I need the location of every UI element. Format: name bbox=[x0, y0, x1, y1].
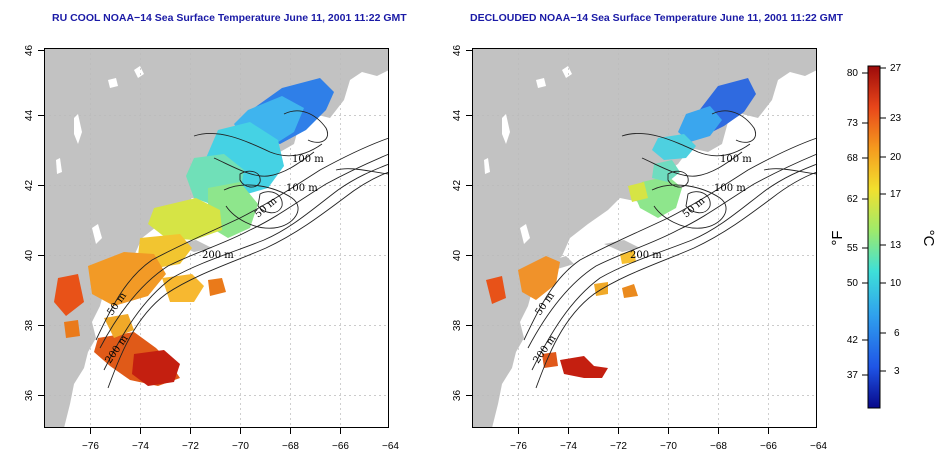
right-y-tick-label: 46 bbox=[452, 45, 463, 57]
right-y-tick-label: 42 bbox=[452, 180, 463, 192]
right-x-tick-label: −74 bbox=[560, 441, 577, 452]
fahrenheit-tick: 73 bbox=[847, 118, 859, 129]
right-map-title: DECLOUDED NOAA−14 Sea Surface Temperatur… bbox=[470, 12, 843, 24]
left-x-tick-label: −76 bbox=[82, 441, 99, 452]
colorbar-gradient bbox=[867, 65, 881, 409]
fahrenheit-scale: 80 73 68 62 55 50 42 37 °F bbox=[829, 68, 858, 381]
left-x-tick-label: −64 bbox=[382, 441, 399, 452]
right-x-axis: −76 −74 −72 −70 −68 −66 −64 bbox=[510, 441, 827, 452]
temperature-colorbar: 80 73 68 62 55 50 42 37 °F 27 23 20 17 1… bbox=[829, 63, 937, 409]
left-y-tick-label: 40 bbox=[24, 250, 35, 262]
celsius-tick: 20 bbox=[890, 152, 902, 163]
celsius-tick: 17 bbox=[890, 189, 902, 200]
right-x-tick-label: −66 bbox=[760, 441, 777, 452]
fahrenheit-tick: 50 bbox=[847, 278, 859, 289]
left-contour-label-4: 200 m bbox=[202, 250, 234, 261]
celsius-tick: 13 bbox=[890, 240, 902, 251]
left-x-axis: −76 −74 −72 −70 −68 −66 −64 bbox=[82, 441, 399, 452]
fahrenheit-tick: 80 bbox=[847, 68, 859, 79]
fahrenheit-tick: 37 bbox=[847, 370, 859, 381]
left-y-tick-label: 46 bbox=[24, 45, 35, 57]
right-map-panel: 100 m 100 m 50 m 200 m 50 m 200 m −76 −7… bbox=[452, 45, 827, 452]
right-contour-label-2: 100 m bbox=[714, 183, 746, 194]
fahrenheit-label: °F bbox=[829, 230, 846, 245]
right-contour-label-4: 200 m bbox=[630, 250, 662, 261]
left-x-tick-label: −66 bbox=[332, 441, 349, 452]
left-y-axis: 46 44 42 40 38 36 bbox=[24, 45, 35, 402]
left-y-tick-label: 42 bbox=[24, 180, 35, 192]
left-x-tick-label: −68 bbox=[282, 441, 299, 452]
celsius-tick: 3 bbox=[894, 366, 900, 377]
celsius-tick: 10 bbox=[890, 278, 902, 289]
fahrenheit-tick: 62 bbox=[847, 194, 859, 205]
celsius-tick: 27 bbox=[890, 63, 902, 74]
right-x-tick-label: −64 bbox=[810, 441, 827, 452]
left-contour-label-1: 100 m bbox=[292, 154, 324, 165]
fahrenheit-tick: 42 bbox=[847, 335, 859, 346]
celsius-scale: 27 23 20 17 13 10 6 3 °C bbox=[890, 63, 937, 377]
celsius-tick: 6 bbox=[894, 328, 900, 339]
celsius-label: °C bbox=[920, 230, 937, 247]
left-x-tick-label: −74 bbox=[132, 441, 149, 452]
right-y-tick-label: 38 bbox=[452, 320, 463, 332]
left-map-title: RU COOL NOAA−14 Sea Surface Temperature … bbox=[52, 12, 407, 24]
left-x-tick-label: −70 bbox=[232, 441, 249, 452]
right-x-tick-label: −68 bbox=[710, 441, 727, 452]
celsius-tick: 23 bbox=[890, 113, 902, 124]
right-plot-frame bbox=[472, 48, 817, 428]
left-contour-label-2: 100 m bbox=[286, 183, 318, 194]
left-plot-frame bbox=[44, 48, 389, 428]
right-x-tick-label: −72 bbox=[610, 441, 627, 452]
left-y-tick-label: 44 bbox=[24, 110, 35, 122]
fahrenheit-tick: 55 bbox=[847, 243, 859, 254]
left-x-tick-label: −72 bbox=[182, 441, 199, 452]
right-y-tick-label: 36 bbox=[452, 390, 463, 402]
left-map-panel: 100 m 100 m 50 m 200 m 50 m 200 m −76 −7… bbox=[24, 45, 399, 452]
left-y-tick-label: 36 bbox=[24, 390, 35, 402]
right-x-tick-label: −70 bbox=[660, 441, 677, 452]
right-contour-label-1: 100 m bbox=[720, 154, 752, 165]
right-y-tick-label: 40 bbox=[452, 250, 463, 262]
left-sst-field bbox=[54, 78, 334, 386]
right-sst-field bbox=[486, 78, 756, 378]
left-y-tick-label: 38 bbox=[24, 320, 35, 332]
right-y-tick-label: 44 bbox=[452, 110, 463, 122]
right-x-tick-label: −76 bbox=[510, 441, 527, 452]
fahrenheit-tick: 68 bbox=[847, 153, 859, 164]
right-y-axis: 46 44 42 40 38 36 bbox=[452, 45, 463, 402]
